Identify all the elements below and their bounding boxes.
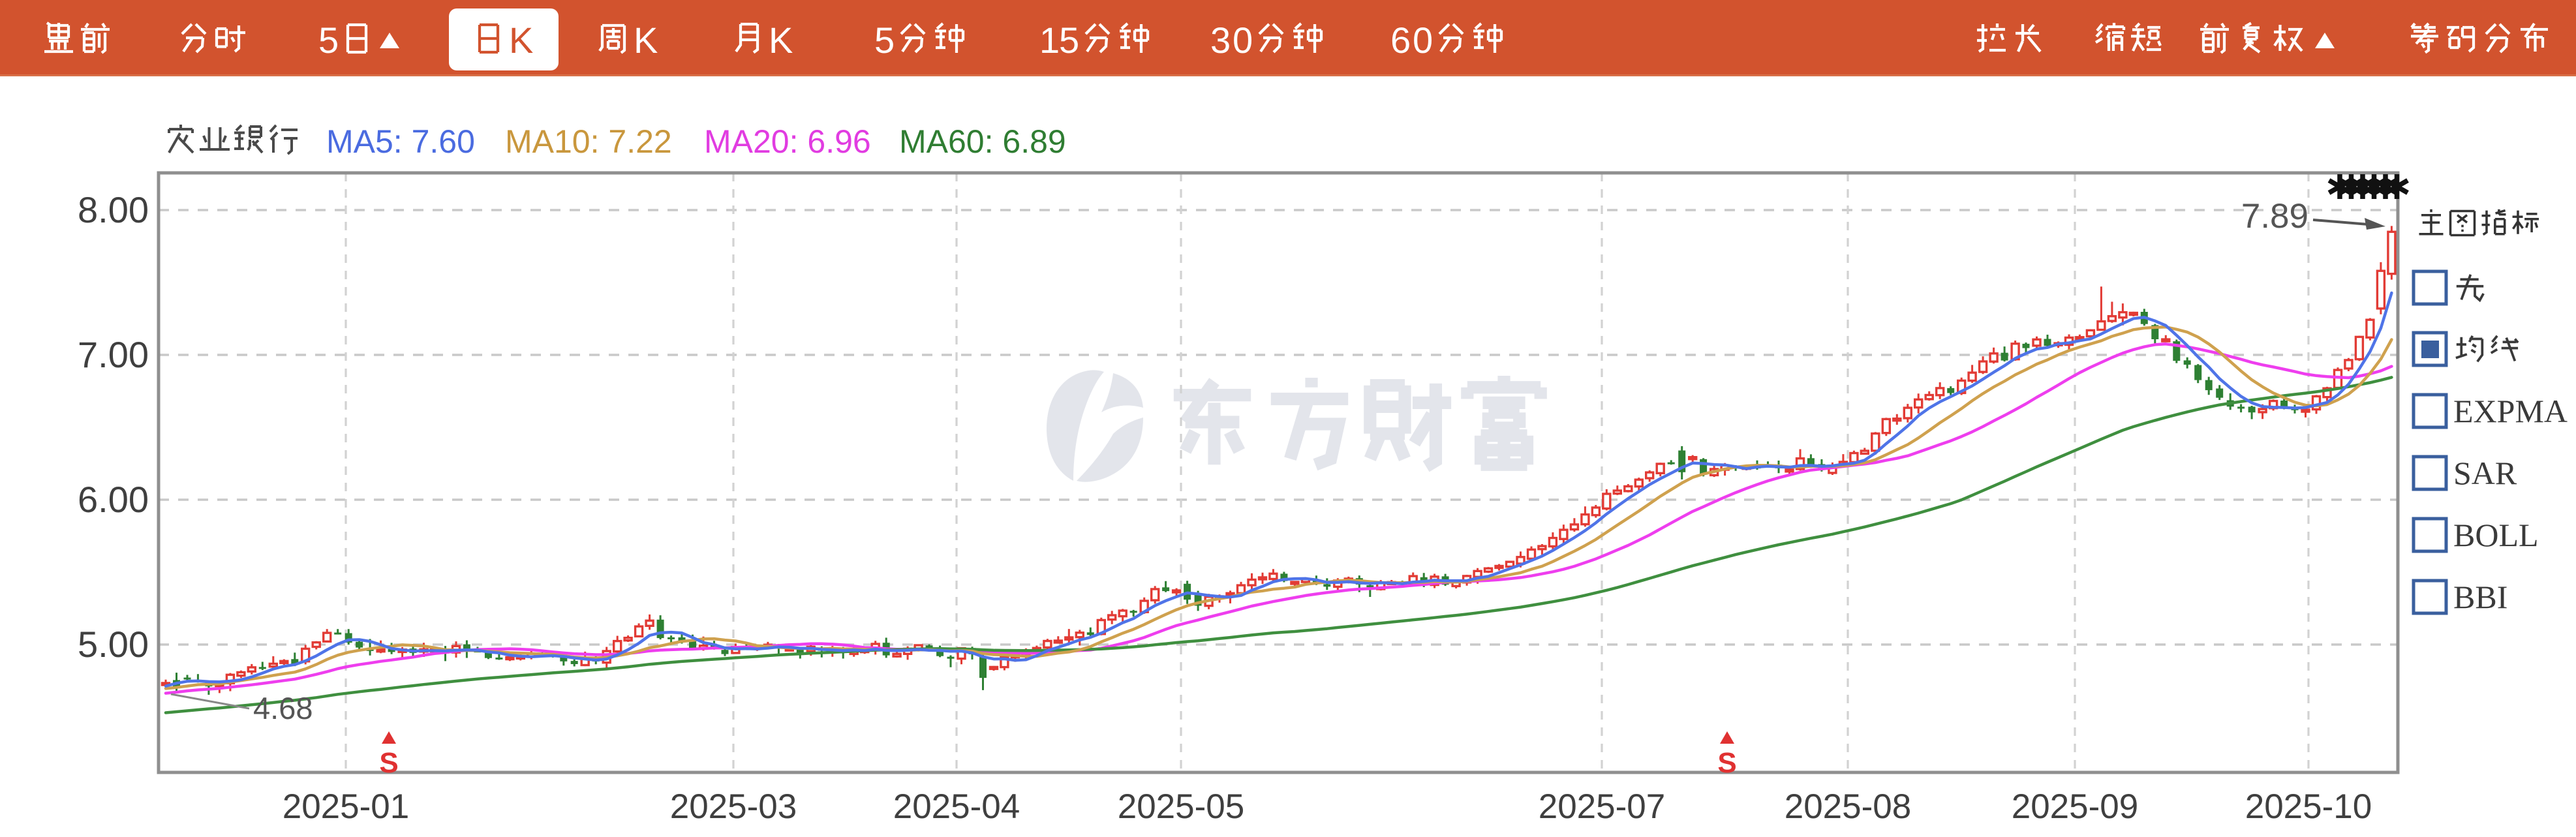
- svg-text:MA10: 7.22: MA10: 7.22: [505, 123, 672, 160]
- svg-text:0: 0: [1233, 20, 1253, 61]
- svg-text:K: K: [509, 20, 533, 61]
- svg-text:2025-09: 2025-09: [2012, 787, 2139, 826]
- svg-text:5: 5: [318, 20, 339, 61]
- svg-text:S: S: [379, 747, 398, 779]
- svg-text:3: 3: [1210, 20, 1231, 61]
- svg-text:1: 1: [1039, 20, 1060, 61]
- svg-text:2025-05: 2025-05: [1118, 787, 1245, 826]
- svg-text:2025-08: 2025-08: [1785, 787, 1912, 826]
- svg-text:EXPMA: EXPMA: [2453, 393, 2568, 429]
- svg-text:MA60: 6.89: MA60: 6.89: [899, 123, 1066, 160]
- svg-text:K: K: [634, 20, 658, 61]
- svg-text:7.00: 7.00: [78, 334, 149, 375]
- svg-text:MA5: 7.60: MA5: 7.60: [326, 123, 475, 160]
- svg-text:7.89: 7.89: [2241, 197, 2308, 236]
- svg-text:BOLL: BOLL: [2453, 517, 2539, 553]
- svg-text:2025-07: 2025-07: [1539, 787, 1666, 826]
- svg-text:BBI: BBI: [2453, 579, 2507, 615]
- svg-text:2025-01: 2025-01: [283, 787, 410, 826]
- svg-text:5.00: 5.00: [78, 624, 149, 665]
- svg-text:2025-04: 2025-04: [893, 787, 1020, 826]
- svg-text:5: 5: [1059, 20, 1079, 61]
- svg-text:5: 5: [874, 20, 895, 61]
- svg-text:2025-10: 2025-10: [2245, 787, 2372, 826]
- svg-text:MA20: 6.96: MA20: 6.96: [704, 123, 871, 160]
- svg-text:6.00: 6.00: [78, 479, 149, 520]
- svg-text:4.68: 4.68: [253, 691, 313, 725]
- svg-text:S: S: [1717, 747, 1736, 779]
- svg-text:SAR: SAR: [2453, 455, 2517, 491]
- svg-text:2025-03: 2025-03: [670, 787, 797, 826]
- svg-text:0: 0: [1413, 20, 1433, 61]
- svg-text:8.00: 8.00: [78, 189, 149, 230]
- svg-text:K: K: [769, 20, 793, 61]
- svg-text:6: 6: [1390, 20, 1411, 61]
